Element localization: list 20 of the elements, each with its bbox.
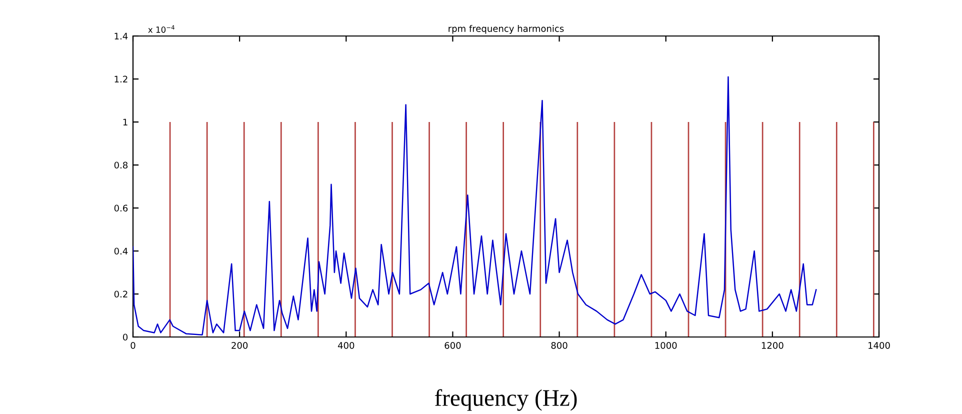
y-tick-label: 0.2 bbox=[114, 290, 128, 298]
text: x 10$^{−4}$ bbox=[148, 25, 174, 33]
x-tick-label: 1400 bbox=[868, 342, 890, 349]
y-tick-label: 0.4 bbox=[114, 248, 128, 255]
y-tick-label: 1.4 bbox=[114, 32, 128, 40]
y-tick-label: 1 bbox=[123, 118, 128, 126]
y-tick-label: 0 bbox=[122, 334, 128, 341]
line-series bbox=[133, 76, 817, 336]
x-axis-title: frequency (Hz) bbox=[434, 389, 577, 411]
x-tick-label: 1200 bbox=[762, 342, 784, 349]
chart-title: rpm frequency harmonics bbox=[448, 24, 564, 34]
x-tick-label: 200 bbox=[232, 342, 248, 349]
y-tick-label: 0.6 bbox=[114, 204, 128, 212]
y-tick-label: 1.2 bbox=[114, 76, 128, 82]
x-tick-label: 400 bbox=[338, 342, 354, 349]
x-tick-label: 800 bbox=[551, 342, 568, 349]
x-tick-label: 0 bbox=[130, 342, 136, 349]
x-tick-label: 1000 bbox=[655, 342, 677, 349]
x-tick-label: 600 bbox=[444, 342, 461, 349]
y-tick-label: 0.8 bbox=[114, 162, 128, 169]
